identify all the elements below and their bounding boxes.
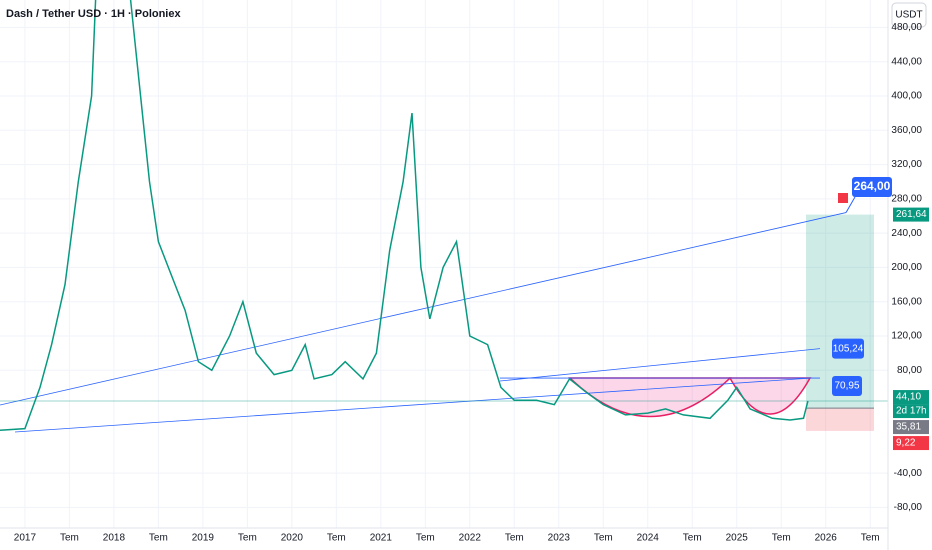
y-tick-label: 280,00 [891,193,922,204]
x-tick-label: 2025 [726,533,749,544]
trendline [14,377,813,433]
y-tick-label: 80,00 [897,365,922,376]
x-tick-label: Tem [327,533,346,544]
y-tick-label: 240,00 [891,228,922,239]
x-tick-label: Tem [505,533,524,544]
callout-label: 70,95 [834,381,859,392]
x-tick-label: Tem [772,533,791,544]
x-tick-label: Tem [594,533,613,544]
y-tick-label: 320,00 [891,159,922,170]
callout-box [832,376,862,397]
callout-box [852,177,892,197]
price-tag-label: 9,22 [896,438,916,449]
price-tag [893,436,929,451]
x-tick-label: Tem [861,533,880,544]
price-tag [893,207,929,222]
price-tag-label: 261,64 [896,209,927,220]
price-line [0,0,809,432]
x-tick-label: 2023 [548,533,571,544]
callout-pointer [845,196,856,213]
price-tag-label: 44,10 [896,392,921,403]
y-tick-label: 440,00 [891,56,922,67]
y-tick-label: 120,00 [891,331,922,342]
chart-title: Dash / Tether USD · 1H · Poloniex [6,8,181,20]
y-tick-label: -80,00 [894,502,923,513]
grid [0,0,888,528]
trendline [499,348,821,382]
x-tick-label: 2020 [281,533,304,544]
plot-area [0,0,888,433]
x-tick-label: 2024 [637,533,660,544]
x-tick-label: Tem [683,533,702,544]
x-tick-label: Tem [60,533,79,544]
currency-button[interactable] [891,2,927,28]
x-tick-label: 2022 [459,533,482,544]
trendline [0,212,847,406]
price-tag-label: 35,81 [896,422,921,433]
x-tick-label: Tem [149,533,168,544]
profit-zone [806,214,874,409]
y-tick-label: 400,00 [891,91,922,102]
price-tag [893,420,929,435]
x-tick-label: 2021 [370,533,393,544]
loss-zone [806,408,874,431]
y-tick-label: 360,00 [891,125,922,136]
y-tick-label: 480,00 [891,22,922,33]
x-tick-label: Tem [238,533,257,544]
callout-label: 264,00 [854,179,891,193]
countdown: 2d 17h [896,406,927,417]
flag [838,193,848,203]
y-tick-label: 200,00 [891,262,922,273]
price-tag [893,390,929,405]
callout-box [832,338,864,359]
x-tick-label: 2026 [815,533,838,544]
x-tick-label: Tem [416,533,435,544]
y-tick-label: 160,00 [891,296,922,307]
x-tick-label: 2019 [192,533,215,544]
currency[interactable]: USDT [895,10,922,21]
countdown-box [893,404,929,419]
x-tick-label: 2017 [14,533,37,544]
y-tick-label: -40,00 [894,468,923,479]
callout-label: 105,24 [833,343,864,354]
x-tick-label: 2018 [103,533,126,544]
